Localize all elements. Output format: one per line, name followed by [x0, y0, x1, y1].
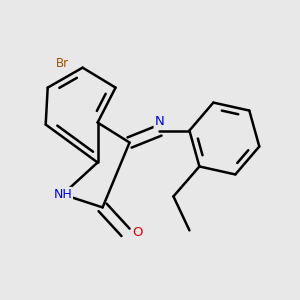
- Text: NH: NH: [53, 188, 72, 201]
- Text: O: O: [132, 226, 143, 239]
- Text: Br: Br: [56, 57, 69, 70]
- Text: N: N: [154, 115, 164, 128]
